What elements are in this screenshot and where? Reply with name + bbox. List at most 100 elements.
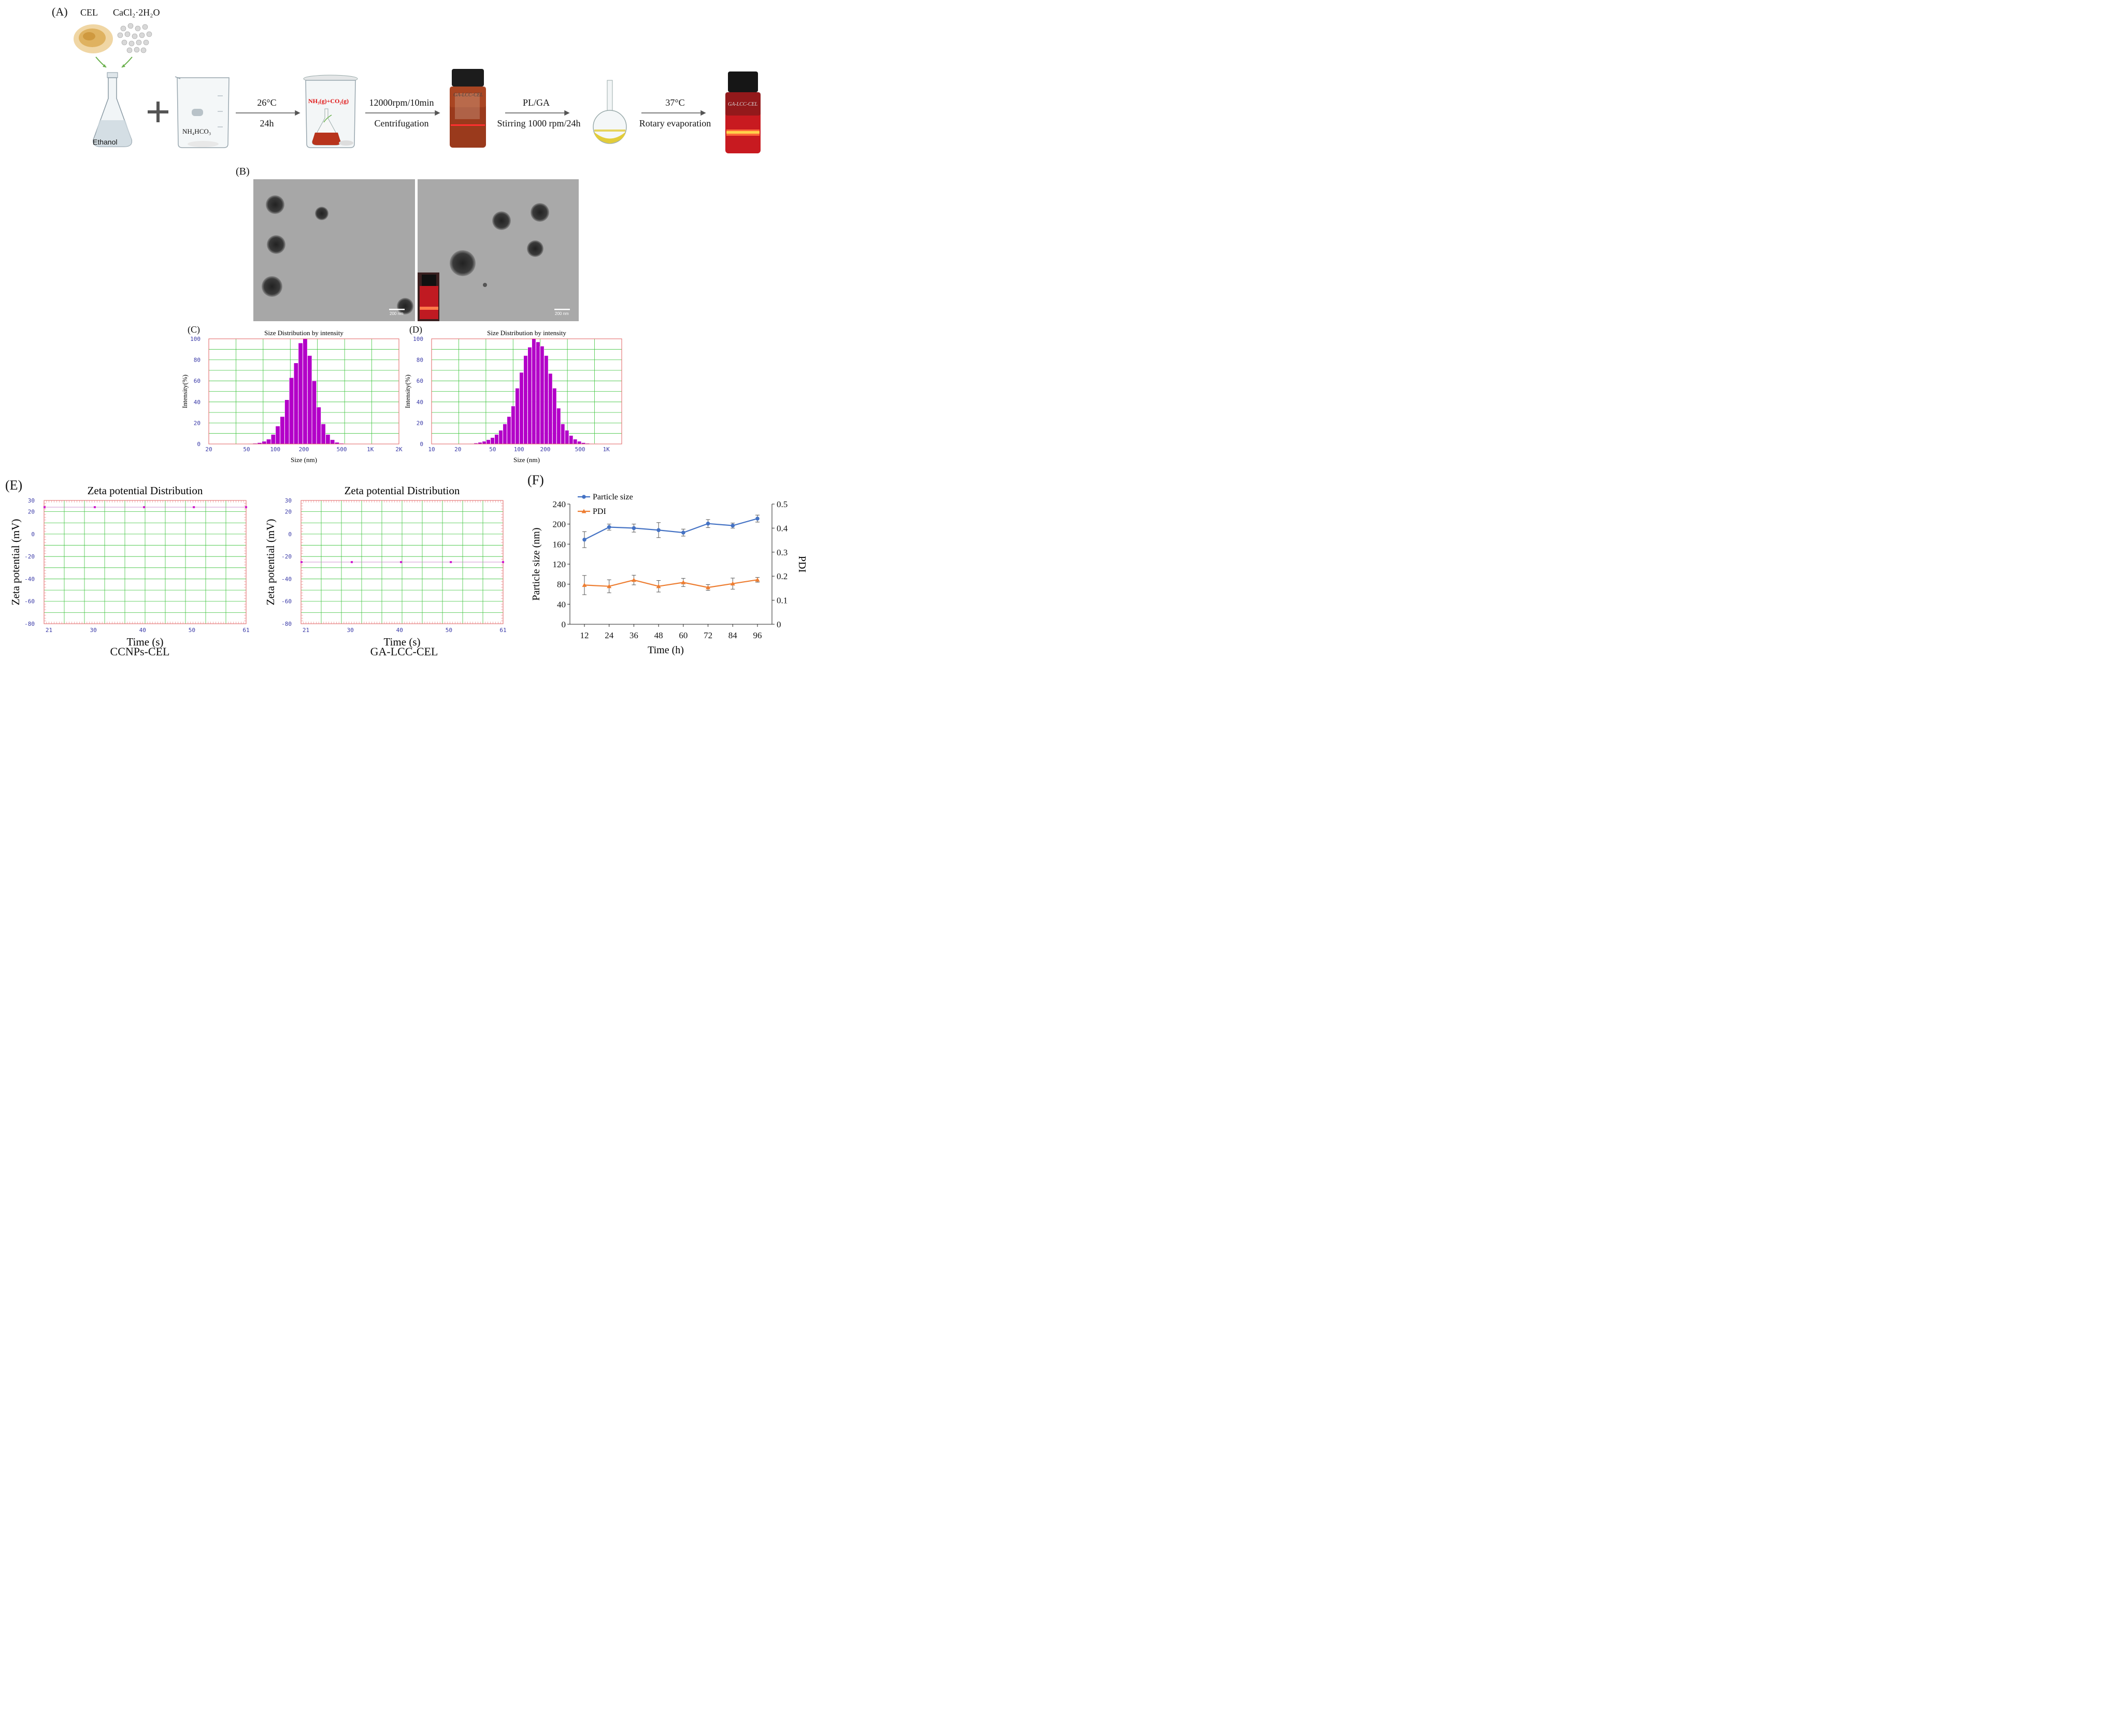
data-point [681,530,685,535]
data-point [607,584,612,589]
chart-title: Size Distribution by intensity [264,329,344,337]
histogram-bar [577,441,582,444]
data-point [632,526,636,530]
process-arrows [236,110,706,116]
x-tick-label: 500 [575,446,585,453]
histogram-bar [289,377,294,444]
x-tick-label: 2K [395,446,403,453]
x-tick-label: 12 [580,630,589,640]
histogram-bar [511,406,516,444]
plot-frame [431,338,622,444]
step4-method: Rotary evaporation [639,118,711,128]
nanoparticle [531,203,549,222]
y-tick-label: 80 [194,357,201,364]
x-axis-label: Time (h) [648,644,684,656]
x-tick-label: 40 [396,627,403,634]
step1-duration: 24h [260,118,274,128]
x-axis-label: Time (s) [127,636,164,648]
histogram-bar [527,347,532,444]
histogram-bar [312,380,317,444]
histogram-bar [552,388,557,444]
x-tick-label: 72 [704,630,712,640]
data-point [681,580,686,584]
step3-method: Stirring 1000 rpm/24h [497,118,581,128]
erlenmeyer-flask-icon [93,72,132,147]
chart-stability: 0 40 80 120 160 200 240 0 0.1 0.2 0.3 0.4 0.5 12 24 36 4… [531,493,808,656]
legend-marker [582,495,586,499]
x-tick-label: 24 [605,630,614,640]
tem-image-ga-lcc-cel: 200 nm [418,179,579,321]
chart-zeta-ga-lcc-cel: Zeta potential Distribution 21 30 40 50 61 30 2… [264,484,507,648]
histogram-bar [523,355,528,444]
x-tick-label: 100 [270,446,280,453]
x-tick-label: 500 [337,446,347,453]
y-tick-label: 80 [557,580,566,590]
vial-dispersion-icon [450,69,486,148]
zeta-point [450,561,452,563]
data-point [706,585,711,590]
x-tick-label: 1K [367,446,374,453]
zeta-caption-ccnps: CCNPs-CEL [110,645,170,658]
beaker-nh4hco3-icon [175,76,230,148]
legend-label: PDI [593,507,606,516]
reaction-beaker-icon [303,75,358,148]
y2-tick-label: 0.2 [777,571,788,581]
x-tick-label: 200 [540,446,550,453]
y-tick-label: 40 [557,599,566,609]
histogram-bar [270,434,276,444]
zeta-point [193,506,195,508]
vial-label-2: GA-LCC-CEL [728,102,758,107]
zeta-point [93,506,96,508]
zeta-point [300,561,303,563]
nanoparticle [267,235,285,254]
nanoparticle [527,240,543,257]
histogram-bar [556,408,561,444]
y-tick-label: 120 [553,559,566,569]
chart-title: Zeta potential Distribution [88,484,203,497]
y-tick-label: 20 [194,420,201,426]
flask-ethanol-label: Ethanol [93,138,118,146]
y-tick-label: 100 [190,336,201,342]
histogram-bar [307,355,312,444]
data-point [656,584,661,589]
scale-bar [554,309,570,310]
histogram-bar [532,338,536,444]
y-tick-label: 80 [417,357,423,364]
y-tick-label: 160 [553,539,566,549]
y-tick-label: -80 [281,621,292,627]
step2-method: Centrifugation [374,118,429,128]
histogram-bar [316,407,321,444]
y-tick-label: 20 [417,420,423,426]
histogram-bar [569,435,574,444]
step2-speed: 12000rpm/10min [369,97,434,108]
y-axis-label: Intensity(%) [181,375,189,408]
y-tick-label: -20 [281,553,292,560]
x-tick-label: 60 [679,630,688,640]
nanoparticle [262,276,282,297]
scale-bar [389,309,405,310]
x-tick-label: 36 [629,630,638,640]
vial-label-1: GA-LCC-CEL [453,92,483,98]
data-point [607,525,611,529]
y2-tick-label: 0.4 [777,523,788,533]
y2-tick-label: 0.1 [777,596,788,606]
x-tick-label: 1K [603,446,610,453]
histogram-bar [515,388,520,444]
zeta-point [350,561,353,563]
x-axis-label: Time (s) [384,636,421,648]
panel-d-label: (D) [409,324,422,335]
histogram-bar [486,439,491,444]
plot-frame [44,500,247,624]
y-tick-label: 100 [413,336,423,342]
histogram-bar [494,434,499,444]
y-tick-label: 20 [285,509,292,515]
histogram-bar [321,424,326,444]
step4-temperature: 37°C [665,97,685,108]
histogram-bar [482,441,486,444]
x-tick-label: 48 [654,630,663,640]
histogram-bar [280,416,285,444]
scale-bar-label: 200 nm [390,311,404,316]
chart-title: Size Distribution by intensity [487,329,566,337]
legend-marker [581,509,586,513]
